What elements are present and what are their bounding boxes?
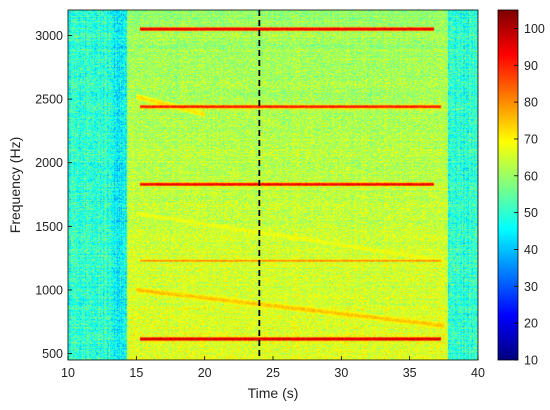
- y-tick-label: 1000: [35, 284, 63, 298]
- colorbar-frame: [497, 9, 519, 361]
- colorbar-ticks: 10 20 30 40 50 60 70 80 90 100: [514, 22, 545, 368]
- y-tick-label: 500: [42, 347, 63, 361]
- colorbar-tick-label: 60: [524, 169, 538, 183]
- colorbar-tick-label: 50: [524, 206, 538, 220]
- colorbar-tick-label: 70: [524, 132, 538, 146]
- x-tick-label: 15: [129, 366, 143, 380]
- x-tick-label: 20: [198, 366, 212, 380]
- colorbar-tick-label: 20: [524, 317, 538, 331]
- x-tick-label: 40: [471, 366, 485, 380]
- x-tick-label: 30: [334, 366, 348, 380]
- colorbar-tick-label: 40: [524, 243, 538, 257]
- y-axis: 500 1000 1500 2000 2500 3000: [35, 29, 72, 361]
- spectrogram-heatmap: [68, 10, 478, 360]
- colorbar: 10 20 30 40 50 60 70 80 90 100: [497, 9, 545, 368]
- x-tick-label: 10: [61, 366, 75, 380]
- x-axis: 10 15 20 25 30 35 40: [61, 356, 485, 380]
- y-axis-label: Frequency (Hz): [7, 137, 23, 233]
- x-tick-label: 35: [403, 366, 417, 380]
- y-tick-label: 2000: [35, 156, 63, 170]
- colorbar-tick-label: 80: [524, 96, 538, 110]
- colorbar-gradient: [498, 10, 518, 360]
- colorbar-tick-label: 90: [524, 59, 538, 73]
- x-tick-label: 25: [266, 366, 280, 380]
- y-tick-label: 2500: [35, 93, 63, 107]
- colorbar-tick-label: 100: [524, 22, 545, 36]
- plot-area: [67, 9, 479, 361]
- colorbar-tick-label: 10: [524, 354, 538, 368]
- y-tick-label: 3000: [35, 29, 63, 43]
- colorbar-tick-label: 30: [524, 280, 538, 294]
- y-tick-label: 1500: [35, 220, 63, 234]
- x-axis-label: Time (s): [248, 385, 299, 401]
